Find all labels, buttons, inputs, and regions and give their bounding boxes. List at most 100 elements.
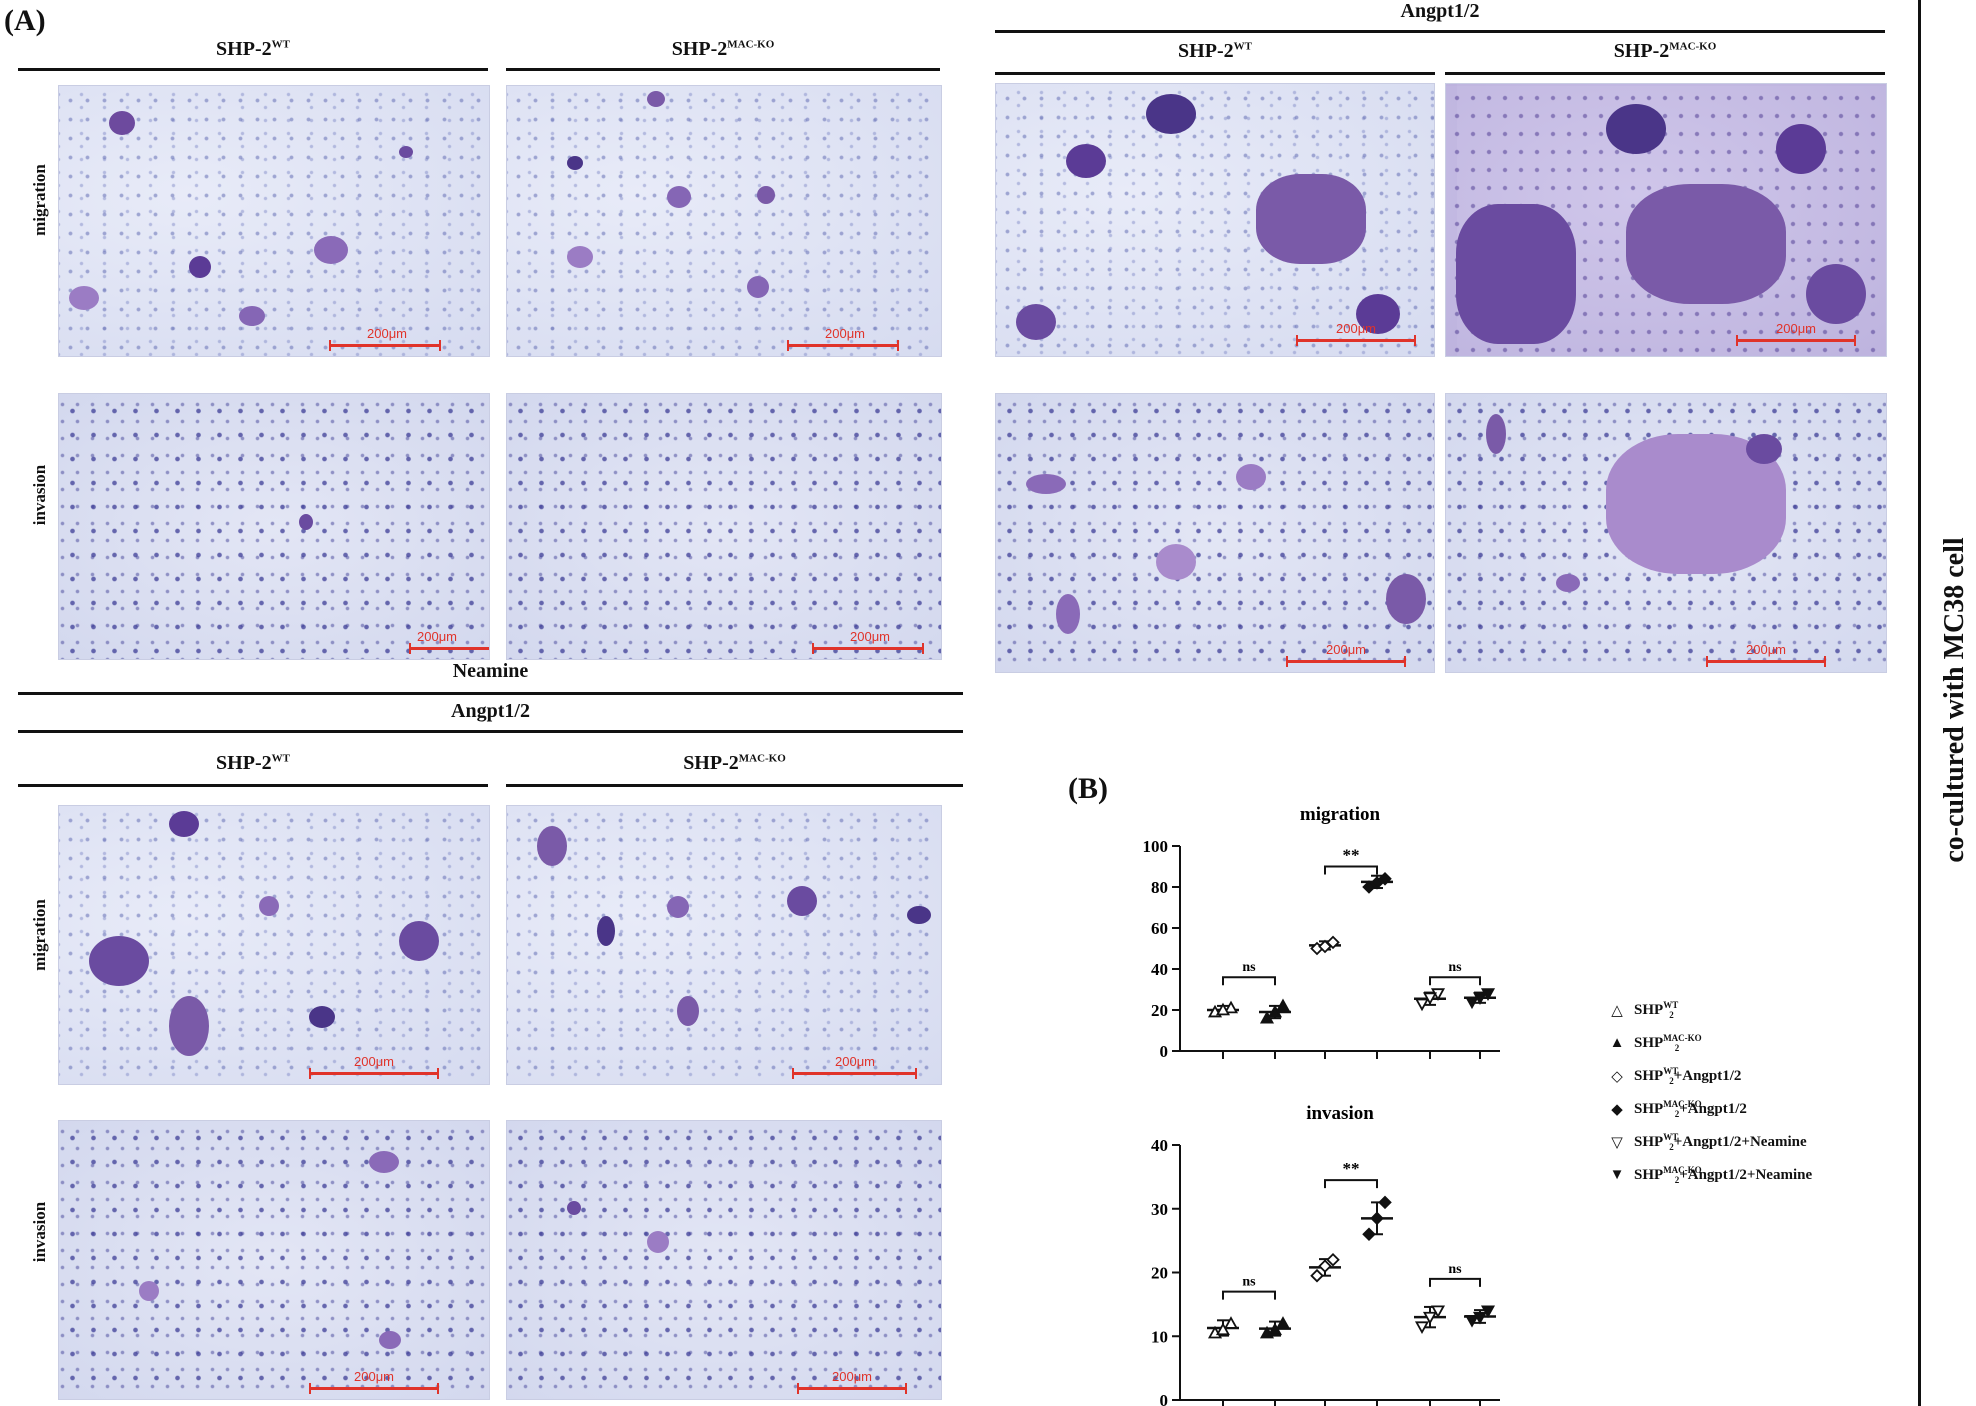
significance-label: ns [1448, 960, 1462, 975]
scale-bar [329, 340, 441, 351]
stained-cell [189, 256, 211, 278]
stained-cell [1356, 294, 1400, 334]
stained-cell [169, 811, 199, 837]
micrograph-ko-neamine-invasion: 200μm [506, 1120, 942, 1400]
scale-bar-label: 200μm [417, 629, 458, 644]
stained-cell [747, 276, 769, 298]
y-tick-label: 40 [1151, 1136, 1168, 1155]
micrograph-wt-angpt-migration: 200μm [995, 83, 1435, 357]
legend-item: ▽ SHPWT2+Angpt1/2+Neamine [1600, 1132, 1807, 1152]
legend-item: ▼ SHPMAC-KO2+Angpt1/2+Neamine [1600, 1165, 1813, 1185]
micrograph-wt-invasion: 200μm [58, 393, 490, 660]
data-point [1464, 1315, 1480, 1328]
legend-label: SHPWT2+Angpt1/2+Neamine [1634, 1132, 1807, 1152]
side-rule [1918, 0, 1921, 1406]
stained-cell [667, 896, 689, 918]
stained-cell [597, 916, 615, 946]
scale-bar [792, 1068, 917, 1079]
data-point [1275, 998, 1291, 1012]
stained-cell [1256, 174, 1366, 264]
header-wt-top-right: SHP-2WT [1178, 40, 1252, 62]
micrograph-wt-migration: 200μm [58, 85, 490, 357]
legend-label: SHPWT2 [1634, 1000, 1679, 1020]
legend-marker-icon: ◇ [1611, 1068, 1623, 1085]
micrograph-ko-neamine-migration: 200μm [506, 805, 942, 1085]
stained-cell [907, 906, 931, 924]
row-label-invasion: invasion [30, 464, 49, 526]
data-point [1422, 1311, 1438, 1325]
legend-item: ▲ SHPMAC-KO2 [1600, 1033, 1702, 1053]
header-rule [18, 692, 963, 695]
legend-marker-icon: ◆ [1611, 1101, 1623, 1118]
stained-cell [379, 1331, 401, 1349]
row-label-migration: migration [30, 899, 49, 971]
data-point [1362, 1227, 1376, 1242]
micrograph-wt-neamine-migration: 200μm [58, 805, 490, 1085]
y-tick-label: 60 [1151, 919, 1168, 938]
scale-bar-label: 200μm [367, 326, 408, 341]
data-point [1414, 1321, 1430, 1335]
scale-bar [1736, 335, 1856, 346]
micrograph-ko-angpt-migration: 200μm [1445, 83, 1887, 357]
significance-bracket [1222, 976, 1276, 986]
header-rule [995, 30, 1885, 33]
y-tick-label: 0 [1160, 1042, 1169, 1061]
stained-cell [1016, 304, 1056, 340]
significance-label: ** [1343, 846, 1360, 865]
legend-label: SHPMAC-KO2 [1634, 1033, 1702, 1053]
side-title: co-cultured with MC38 cell [1939, 537, 1970, 863]
data-point [1464, 996, 1480, 1010]
stained-cell [1626, 184, 1786, 304]
scale-bar [309, 1383, 439, 1394]
stained-cell [314, 236, 348, 264]
chart-title: migration [1300, 804, 1381, 825]
y-tick-label: 100 [1143, 837, 1169, 856]
data-point [1267, 1322, 1283, 1336]
data-point [1430, 1305, 1446, 1319]
scale-bar-label: 200μm [850, 629, 891, 644]
scale-bar [787, 340, 899, 351]
stained-cell [139, 1281, 159, 1301]
scale-bar-label: 200μm [1336, 321, 1377, 336]
legend-label: SHPWT2+Angpt1/2 [1634, 1066, 1742, 1086]
stained-cell [1156, 544, 1196, 580]
stained-cell [647, 1231, 669, 1253]
stained-cell [567, 1201, 581, 1215]
significance-bracket [1429, 1277, 1481, 1287]
scale-bar [797, 1383, 907, 1394]
stained-cell [309, 1006, 335, 1028]
legend-marker-icon: ▽ [1611, 1134, 1623, 1151]
stained-cell [567, 156, 583, 170]
stained-cell [1556, 574, 1580, 592]
y-tick-label: 20 [1151, 1001, 1168, 1020]
row-label-invasion: invasion [30, 1201, 49, 1263]
data-point [1310, 1268, 1324, 1283]
stained-cell [1746, 434, 1782, 464]
legend-marker-icon: ▼ [1609, 1166, 1625, 1183]
panel-b-label: (B) [1068, 772, 1108, 805]
data-point [1259, 1010, 1275, 1024]
stained-cell [787, 886, 817, 916]
legend-item: ◇ SHPWT2+Angpt1/2 [1600, 1066, 1741, 1086]
stained-cell [1066, 144, 1106, 178]
data-point [1318, 1259, 1332, 1273]
stained-cell [1606, 104, 1666, 154]
y-tick-label: 10 [1151, 1327, 1168, 1346]
stained-cell [1776, 124, 1826, 174]
legend-label: SHPMAC-KO2+Angpt1/2+Neamine [1634, 1165, 1813, 1185]
scale-bar [309, 1068, 439, 1079]
header-angpt-bottom-left: Angpt1/2 [451, 700, 530, 722]
significance-bracket [1429, 976, 1481, 986]
data-point [1370, 1211, 1384, 1226]
header-ko-bottom-left: SHP-2MAC-KO [683, 752, 786, 774]
header-ko-top-right: SHP-2MAC-KO [1613, 40, 1717, 62]
stained-cell [667, 186, 691, 208]
data-point [1318, 939, 1332, 954]
stained-cell [1486, 414, 1506, 454]
stained-cell [677, 996, 699, 1026]
stained-cell [369, 1151, 399, 1173]
header-neamine: Neamine [452, 660, 529, 682]
scale-bar-label: 200μm [825, 326, 866, 341]
significance-bracket [1222, 1290, 1276, 1300]
header-ko-top-left: SHP-2MAC-KO [671, 38, 775, 60]
